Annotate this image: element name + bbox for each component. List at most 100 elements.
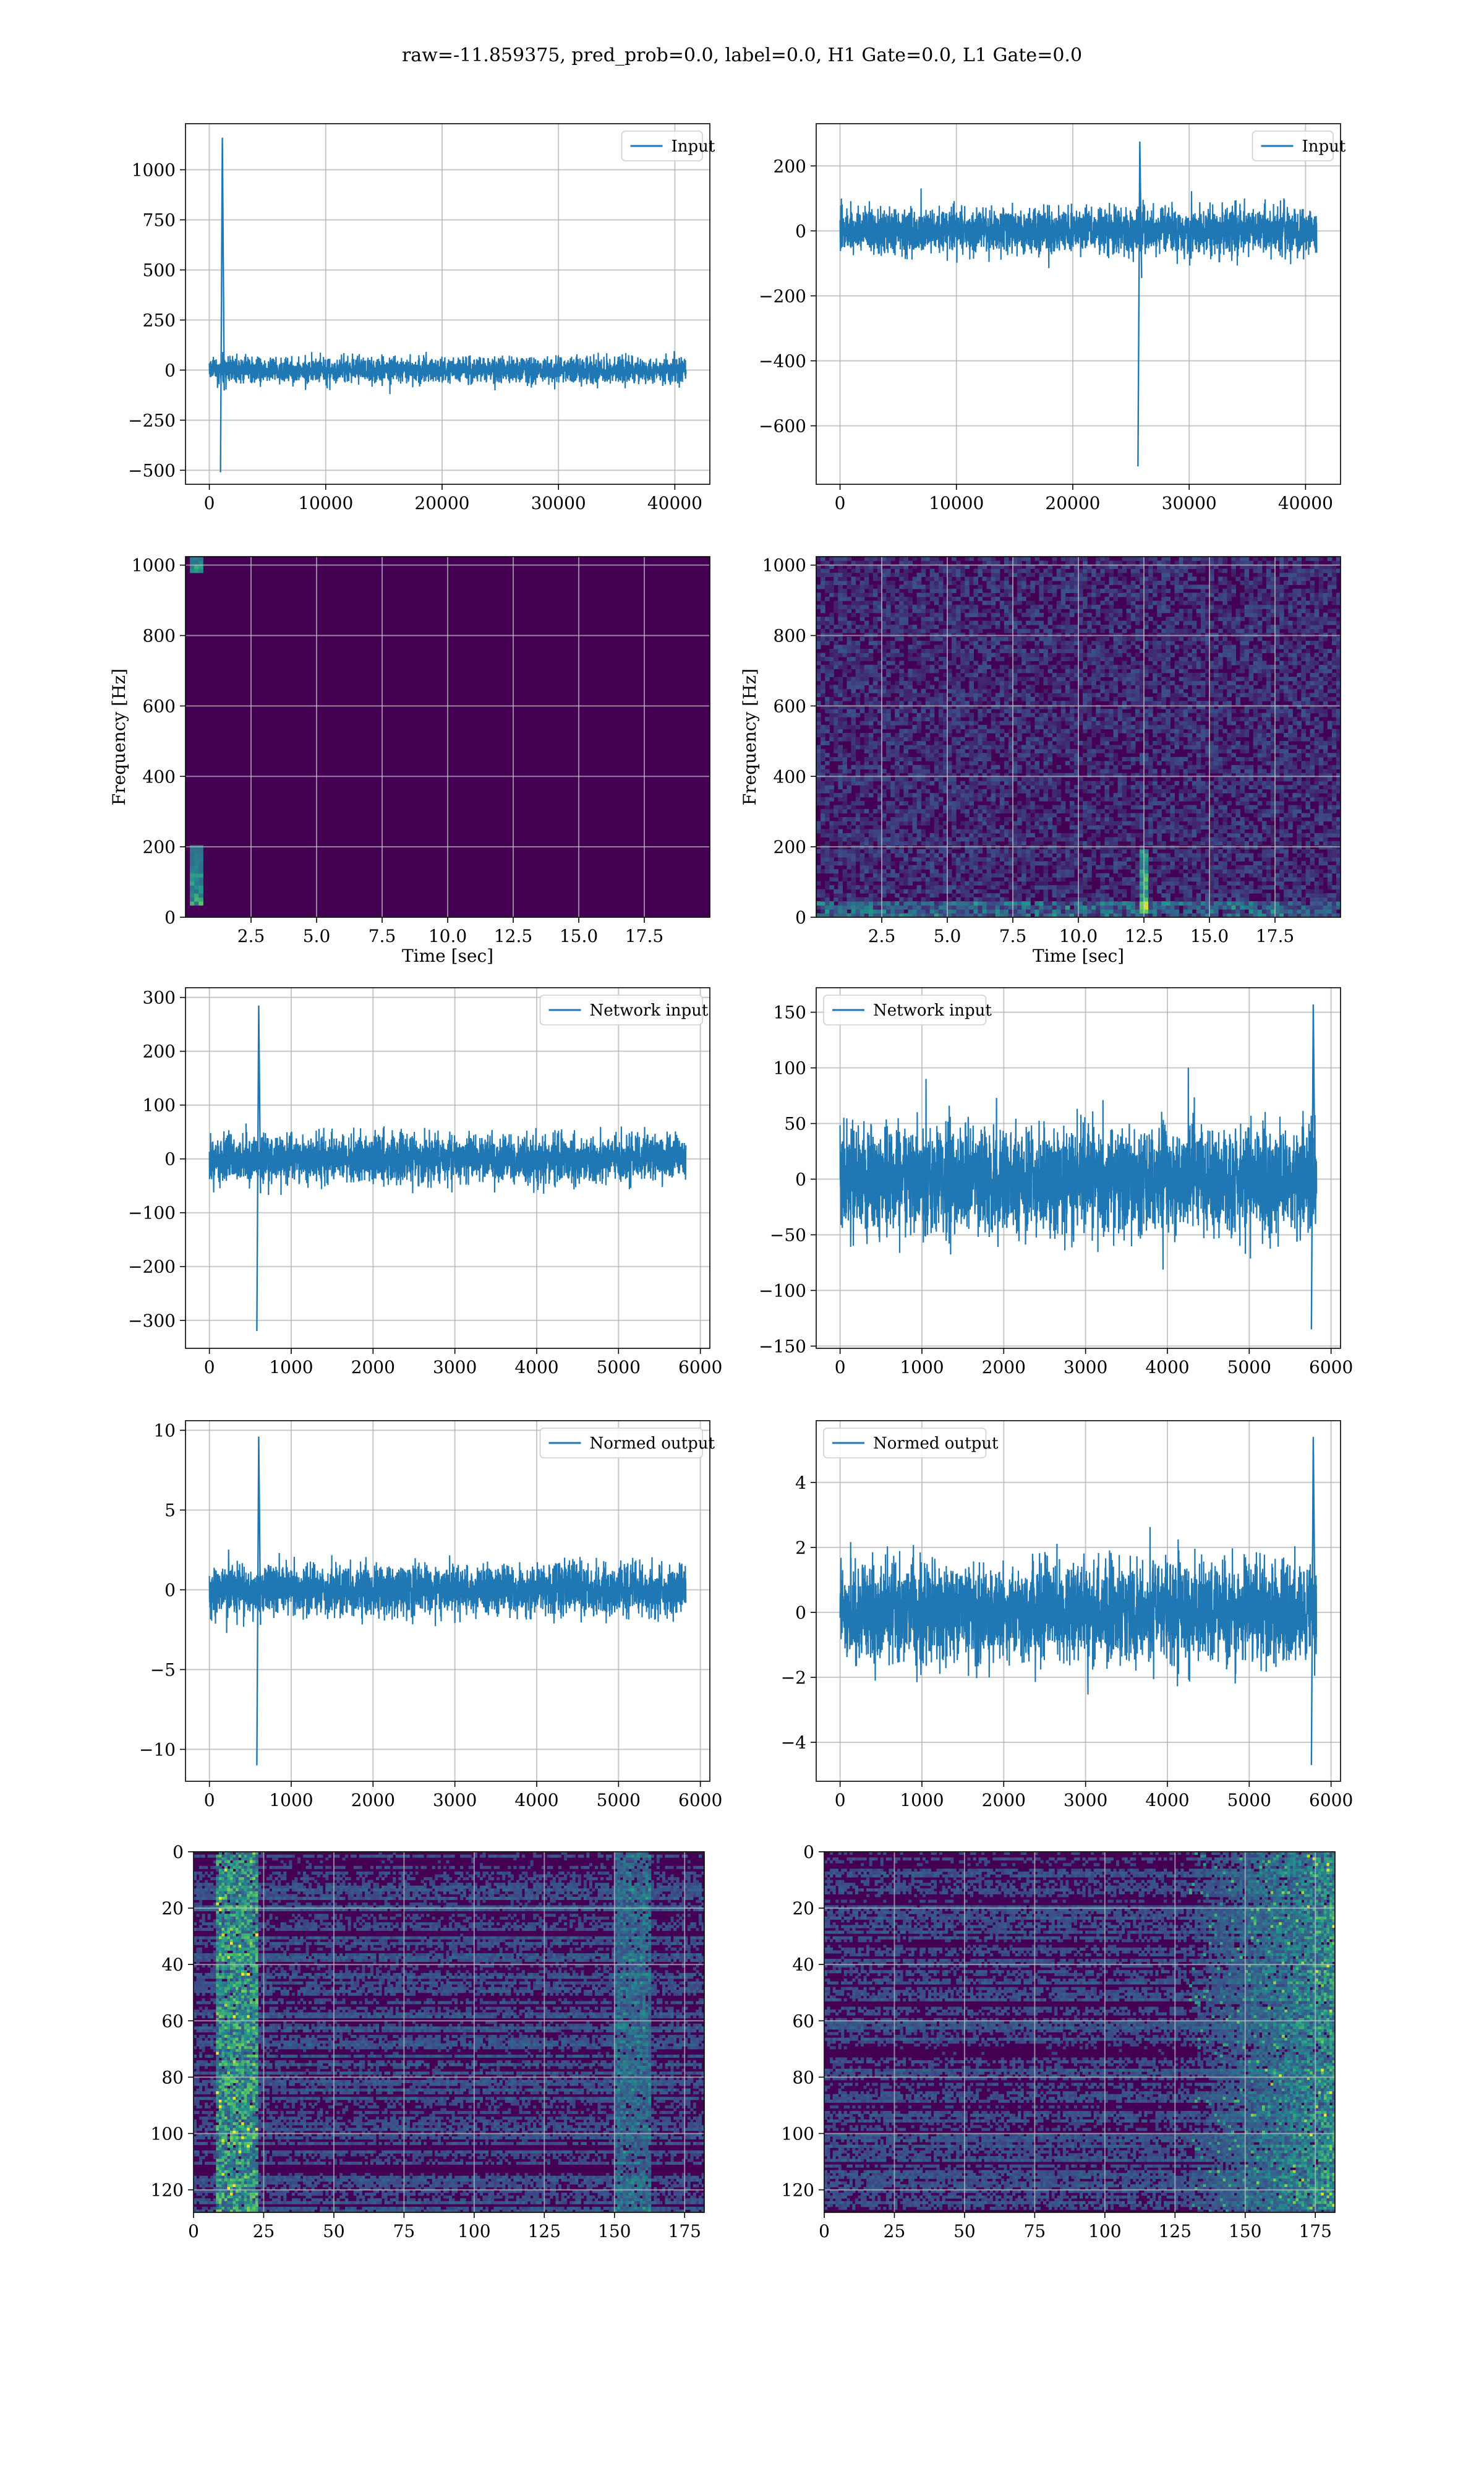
heatmap-cell [982, 709, 987, 714]
heatmap-cell [864, 785, 869, 790]
heatmap-cell [877, 849, 882, 854]
heatmap-cell [1052, 889, 1057, 894]
heatmap-cell [886, 801, 891, 806]
heatmap-cell [960, 821, 965, 826]
heatmap-cell [952, 829, 957, 834]
heatmap-cell [1069, 704, 1075, 709]
heatmap-cell [842, 873, 848, 878]
heatmap-cell [895, 745, 900, 750]
heatmap-cell [1117, 648, 1123, 654]
heatmap-cell [938, 733, 944, 738]
heatmap-cell [1078, 825, 1083, 830]
heatmap-cell [872, 773, 878, 777]
heatmap-cell [855, 849, 861, 854]
heatmap-cell [1100, 625, 1105, 630]
heatmap-cell [995, 905, 1000, 910]
heatmap-cell [851, 733, 856, 738]
heatmap-cell [1030, 688, 1035, 693]
heatmap-cell [882, 644, 887, 649]
axes-frame [185, 123, 710, 485]
heatmap-cell [1047, 588, 1053, 593]
heatmap-cell [965, 701, 970, 706]
heatmap-cell [942, 701, 948, 706]
heatmap-cell [1065, 713, 1070, 717]
heatmap-cell [1030, 841, 1035, 845]
heatmap-cell [1047, 901, 1053, 906]
heatmap-cell [960, 704, 965, 709]
heatmap-cell [194, 869, 199, 874]
heatmap-cell [1047, 821, 1053, 826]
heatmap-cell [1047, 721, 1053, 726]
heatmap-cell [1091, 717, 1096, 722]
heatmap-cell [838, 584, 843, 589]
heatmap-cell [942, 769, 948, 774]
heatmap-cell [969, 557, 974, 562]
heatmap-cell [999, 737, 1005, 742]
heatmap-cell [956, 609, 961, 614]
heatmap-cell [969, 641, 974, 646]
heatmap-cell [952, 877, 957, 882]
heatmap-cell [1013, 881, 1018, 886]
heatmap-cell [899, 821, 904, 826]
heatmap-cell [925, 877, 931, 882]
heatmap-cell [829, 877, 834, 882]
heatmap-cell [986, 580, 992, 585]
heatmap-cell [916, 576, 922, 581]
heatmap-cell [969, 725, 974, 730]
heatmap-cell [1135, 620, 1140, 625]
heatmap-cell [1069, 825, 1075, 830]
heatmap-cell [872, 617, 878, 622]
heatmap-cell [1073, 825, 1079, 830]
heatmap-cell [899, 801, 904, 806]
x-tick-label: 2.5 [237, 926, 265, 946]
heatmap-cell [1017, 789, 1022, 794]
heatmap-cell [929, 793, 935, 798]
heatmap-cell [1060, 849, 1066, 854]
heatmap-cell [960, 857, 965, 862]
heatmap-cell [956, 801, 961, 806]
heatmap-cell [1144, 580, 1149, 585]
heatmap-cell [886, 709, 891, 714]
heatmap-cell [921, 901, 926, 906]
heatmap-cell [829, 733, 834, 738]
heatmap-cell [973, 909, 979, 914]
heatmap-cell [1026, 572, 1031, 577]
heatmap-cell [912, 901, 918, 906]
heatmap-cell [912, 709, 918, 714]
heatmap-cell [1021, 873, 1026, 878]
heatmap-cell [965, 901, 970, 906]
heatmap-cell [938, 849, 944, 854]
heatmap-cell [838, 601, 843, 606]
heatmap-cell [1144, 612, 1149, 617]
heatmap-cell [1100, 873, 1105, 878]
heatmap-cell [986, 909, 992, 914]
heatmap-cell [1096, 785, 1101, 790]
heatmap-cell [821, 764, 825, 769]
heatmap-cell [934, 773, 939, 777]
heatmap-cell [916, 773, 922, 777]
heatmap-cell [1017, 781, 1022, 785]
heatmap-cell [1043, 869, 1049, 874]
heatmap-cell [916, 641, 922, 646]
heatmap-cell [1056, 893, 1062, 898]
heatmap-cell [1065, 857, 1070, 862]
heatmap-cell [1122, 672, 1127, 677]
heatmap-cell [1030, 588, 1035, 593]
heatmap-cell [198, 889, 203, 894]
heatmap-cell [1026, 620, 1031, 625]
heatmap-cell [816, 905, 821, 910]
heatmap-cell [1026, 813, 1031, 818]
heatmap-cell [1078, 813, 1083, 818]
heatmap-cell [916, 789, 922, 794]
heatmap-cell [1039, 797, 1044, 802]
heatmap-cell [908, 584, 913, 589]
heatmap-cell [838, 721, 843, 726]
heatmap-cell [1117, 761, 1123, 766]
heatmap-cell [952, 661, 957, 666]
heatmap-cell [1122, 576, 1127, 581]
heatmap-cell [1034, 644, 1039, 649]
heatmap-cell [969, 693, 974, 698]
heatmap-cell [1043, 825, 1049, 830]
heatmap-cell [1004, 753, 1009, 758]
heatmap-cell [882, 596, 887, 601]
